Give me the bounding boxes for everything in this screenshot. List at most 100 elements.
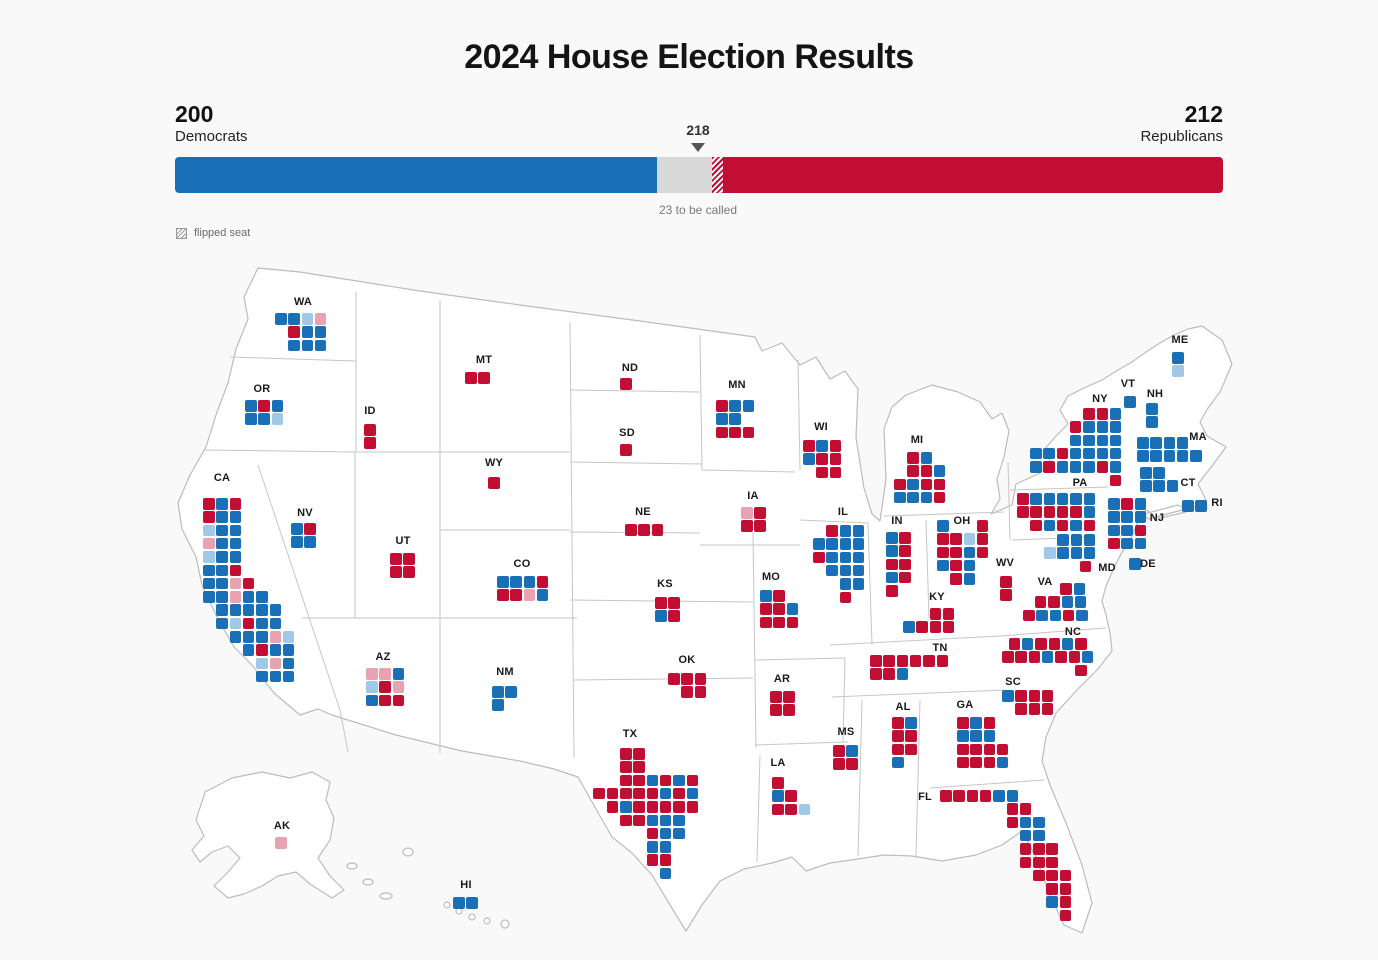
seat-square-il[interactable] — [852, 578, 865, 590]
seat-square-va[interactable] — [1034, 596, 1047, 608]
seat-square-ut[interactable] — [403, 566, 415, 578]
seat-square-il[interactable] — [839, 564, 852, 577]
seat-square-oh[interactable] — [963, 559, 976, 572]
seat-square-va[interactable] — [1061, 596, 1074, 608]
seat-square-ga[interactable] — [970, 730, 982, 742]
seat-square-va[interactable] — [1048, 596, 1060, 608]
seat-square-tx[interactable] — [673, 827, 685, 840]
seat-square-tx[interactable] — [673, 814, 685, 826]
seat-square-az[interactable] — [379, 694, 391, 707]
seat-square-mt[interactable] — [478, 372, 490, 384]
seat-square-ny[interactable] — [1109, 461, 1122, 473]
seat-square-oh[interactable] — [963, 533, 976, 545]
seat-square-nc[interactable] — [1002, 651, 1014, 663]
seat-square-md[interactable] — [1079, 560, 1092, 573]
seat-square-oh[interactable] — [950, 546, 962, 559]
seat-square-wa[interactable] — [301, 339, 314, 352]
seat-square-oh[interactable] — [937, 559, 949, 572]
seat-square-co[interactable] — [523, 576, 536, 588]
seat-square-ca[interactable] — [256, 657, 268, 670]
seat-square-ky[interactable] — [903, 621, 915, 633]
seat-square-il[interactable] — [813, 538, 825, 550]
seat-square-ny[interactable] — [1096, 421, 1108, 433]
seat-square-hi[interactable] — [466, 897, 478, 909]
seat-square-mi[interactable] — [920, 465, 933, 477]
seat-square-pa[interactable] — [1070, 519, 1082, 532]
seat-square-wi[interactable] — [829, 453, 842, 465]
seat-square-ia[interactable] — [741, 507, 753, 519]
seat-square-mn[interactable] — [729, 426, 741, 439]
seat-square-nc[interactable] — [1048, 638, 1061, 650]
seat-square-nj[interactable] — [1108, 537, 1120, 550]
seat-square-pa[interactable] — [1017, 506, 1029, 518]
seat-square-mt[interactable] — [465, 372, 477, 384]
seat-square-fl[interactable] — [1033, 829, 1045, 842]
seat-square-il[interactable] — [839, 538, 852, 550]
seat-square-pa[interactable] — [1070, 493, 1082, 505]
seat-square-ca[interactable] — [256, 631, 268, 643]
seat-square-ny[interactable] — [1096, 461, 1108, 473]
seat-square-tx[interactable] — [633, 787, 645, 800]
seat-square-tx[interactable] — [620, 787, 632, 800]
seat-square-tx[interactable] — [686, 787, 698, 800]
seat-square-va[interactable] — [1023, 609, 1035, 622]
seat-square-ca[interactable] — [216, 537, 228, 550]
seat-square-wi[interactable] — [816, 440, 828, 452]
seat-square-az[interactable] — [392, 694, 405, 707]
seat-square-tx[interactable] — [646, 774, 659, 787]
seat-square-ma[interactable] — [1137, 450, 1149, 462]
seat-square-al[interactable] — [892, 717, 904, 729]
seat-square-de[interactable] — [1129, 558, 1141, 570]
seat-square-ny[interactable] — [1109, 421, 1122, 433]
seat-square-ny[interactable] — [1083, 461, 1095, 473]
seat-square-ca[interactable] — [242, 644, 255, 656]
seat-square-pa[interactable] — [1056, 519, 1069, 532]
seat-square-tx[interactable] — [633, 801, 645, 813]
seat-square-tx[interactable] — [633, 814, 645, 826]
seat-square-ga[interactable] — [957, 743, 969, 756]
seat-square-ca[interactable] — [229, 604, 242, 616]
seat-square-ar[interactable] — [783, 704, 795, 716]
seat-square-or[interactable] — [245, 413, 257, 425]
seat-square-tx[interactable] — [620, 814, 632, 826]
seat-square-pa[interactable] — [1070, 506, 1082, 518]
seat-square-fl[interactable] — [1019, 856, 1032, 868]
seat-square-va[interactable] — [1060, 583, 1072, 595]
seat-square-nj[interactable] — [1134, 537, 1147, 550]
seat-square-ms[interactable] — [833, 758, 845, 770]
seat-square-pa[interactable] — [1043, 493, 1056, 505]
seat-square-ca[interactable] — [216, 604, 228, 616]
seat-square-ok[interactable] — [694, 673, 707, 685]
seat-square-ny[interactable] — [1030, 447, 1042, 460]
seat-square-pa[interactable] — [1083, 506, 1095, 518]
seat-square-az[interactable] — [392, 681, 405, 693]
seat-square-nc[interactable] — [1028, 651, 1041, 663]
seat-square-tx[interactable] — [673, 774, 685, 787]
seat-square-mn[interactable] — [716, 400, 728, 412]
seat-square-tx[interactable] — [620, 761, 632, 773]
seat-square-ca[interactable] — [256, 604, 268, 616]
seat-square-mo[interactable] — [773, 590, 785, 602]
seat-square-or[interactable] — [271, 400, 284, 412]
seat-square-fl[interactable] — [1059, 883, 1072, 895]
seat-square-il[interactable] — [826, 525, 838, 537]
seat-square-pa[interactable] — [1043, 506, 1056, 518]
seat-square-fl[interactable] — [1046, 869, 1058, 882]
seat-square-wv[interactable] — [1000, 589, 1012, 601]
seat-square-ny[interactable] — [1083, 434, 1095, 447]
seat-square-ar[interactable] — [783, 691, 795, 703]
seat-square-tx[interactable] — [659, 827, 672, 840]
seat-square-al[interactable] — [892, 743, 904, 756]
seat-square-ne[interactable] — [651, 524, 664, 536]
seat-square-wi[interactable] — [816, 453, 828, 465]
seat-square-ny[interactable] — [1056, 461, 1069, 473]
seat-square-il[interactable] — [852, 525, 865, 537]
seat-square-ny[interactable] — [1069, 421, 1082, 433]
seat-square-mn[interactable] — [742, 400, 755, 412]
seat-square-mo[interactable] — [786, 603, 799, 615]
seat-square-ms[interactable] — [846, 745, 858, 757]
seat-square-ky[interactable] — [942, 608, 955, 620]
seat-square-ca[interactable] — [229, 564, 242, 576]
seat-square-va[interactable] — [1036, 609, 1048, 622]
seat-square-az[interactable] — [366, 668, 378, 680]
